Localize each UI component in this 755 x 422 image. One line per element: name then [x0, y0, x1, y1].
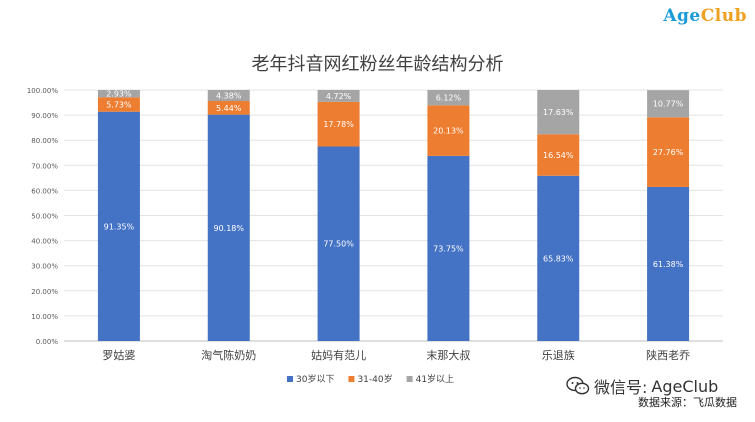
wechat-account: AgeClub — [651, 376, 719, 396]
wechat-icon — [566, 376, 590, 395]
y-tick-label: 100.00% — [27, 87, 58, 95]
data-label: 5.73% — [106, 101, 132, 110]
data-label: 2.93% — [106, 90, 132, 99]
category-label: 陕西老乔 — [646, 348, 690, 362]
y-tick-label: 10.00% — [31, 313, 58, 321]
data-label: 77.50% — [323, 240, 354, 249]
y-tick-label: 20.00% — [31, 288, 58, 296]
bar-segment — [207, 114, 250, 342]
wechat-watermark: 微信号: AgeClub — [566, 374, 718, 398]
y-tick-label: 0.00% — [36, 338, 59, 346]
bar-segment — [317, 101, 360, 147]
logo-age-text: Age — [663, 6, 701, 26]
category-label: 淘气陈奶奶 — [201, 348, 256, 362]
bar-segment — [537, 90, 580, 135]
legend-label: 31-40岁 — [357, 373, 392, 385]
category-label: 乐退族 — [542, 348, 575, 362]
legend-label: 30岁以下 — [296, 373, 334, 385]
ageclub-logo: AgeClub — [663, 6, 747, 26]
y-tick-label: 50.00% — [31, 213, 58, 221]
bar-segment — [647, 186, 690, 341]
y-tick-label: 70.00% — [31, 162, 58, 170]
bar-segment — [317, 146, 360, 341]
data-label: 17.78% — [323, 120, 354, 129]
bar-segment — [207, 90, 250, 101]
bar-segment — [97, 97, 140, 112]
legend-swatch — [287, 376, 293, 382]
category-label: 罗姑婆 — [102, 349, 135, 362]
bar-segment — [207, 100, 250, 115]
data-label: 27.76% — [653, 148, 684, 157]
y-tick-label: 90.00% — [31, 112, 58, 120]
chart-title: 老年抖音网红粉丝年龄结构分析 — [251, 54, 504, 75]
legend-label: 41岁以上 — [416, 373, 454, 385]
bar-segment — [97, 111, 140, 341]
y-tick-label: 30.00% — [31, 263, 58, 271]
data-label: 17.63% — [543, 108, 574, 117]
bar-segment — [537, 175, 580, 341]
data-label: 4.38% — [216, 91, 242, 100]
data-label: 5.44% — [216, 104, 242, 113]
category-label: 姑妈有范儿 — [311, 348, 366, 362]
bar-segment — [97, 89, 140, 98]
y-tick-label: 40.00% — [31, 238, 58, 246]
bar-segment — [317, 90, 360, 102]
bar-segment — [537, 134, 580, 176]
bar-segment — [427, 105, 470, 156]
data-label: 61.38% — [653, 260, 684, 269]
y-tick-label: 60.00% — [31, 187, 58, 195]
data-label: 20.13% — [433, 127, 464, 136]
y-tick-label: 80.00% — [31, 137, 58, 145]
bar-segment — [427, 155, 470, 341]
data-source-note: 数据来源：飞瓜数据 — [638, 396, 737, 409]
data-label: 4.72% — [326, 92, 352, 101]
wechat-prefix: 微信号: — [594, 378, 648, 397]
bar-segment — [427, 90, 470, 106]
bar-segment — [647, 90, 690, 118]
data-label: 90.18% — [213, 224, 244, 233]
category-label: 末那大叔 — [426, 348, 470, 362]
legend-swatch — [406, 376, 413, 382]
data-label: 10.77% — [653, 100, 684, 109]
logo-club-text: Club — [700, 6, 747, 26]
data-label: 91.35% — [104, 222, 135, 231]
data-label: 65.83% — [543, 254, 574, 263]
data-label: 16.54% — [543, 151, 574, 160]
bar-segment — [647, 117, 690, 187]
legend-swatch — [348, 376, 355, 382]
data-label: 6.12% — [436, 94, 462, 103]
data-label: 73.75% — [433, 244, 464, 253]
